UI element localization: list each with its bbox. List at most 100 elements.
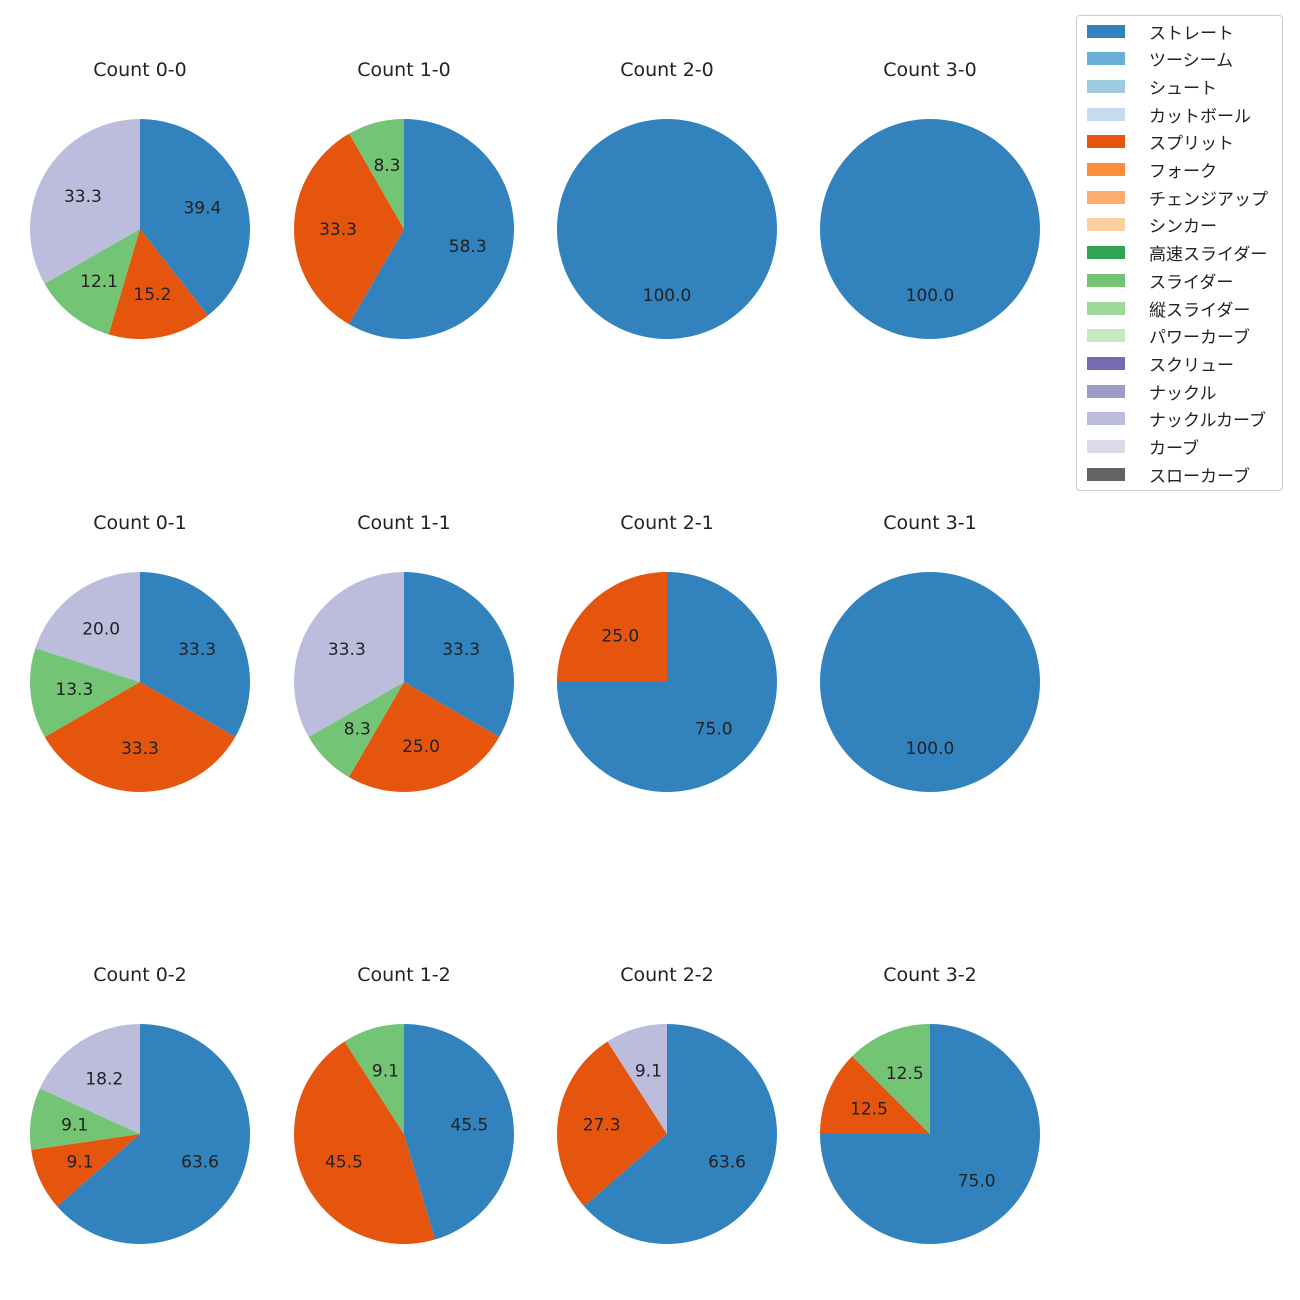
pie-panel: Count 3-0 100.0 — [820, 59, 1040, 339]
slice-label: 100.0 — [906, 739, 955, 759]
pie-slice — [294, 1041, 435, 1244]
legend-swatch — [1087, 163, 1125, 176]
legend-swatch — [1087, 356, 1125, 370]
slice-label: 12.5 — [850, 1100, 888, 1120]
legend-label: 縦スライダー — [1149, 300, 1251, 321]
slice-label: 25.0 — [601, 626, 639, 646]
legend-label: カーブ — [1149, 439, 1199, 459]
pie-panel: Count 3-1 100.0 — [820, 512, 1040, 792]
pie-slice — [108, 229, 208, 340]
slice-label: 63.6 — [708, 1152, 746, 1172]
legend-item: ナックル — [1087, 381, 1217, 404]
slice-label: 33.3 — [64, 187, 102, 207]
legend-swatch — [1087, 440, 1125, 453]
legend-item: スプリット — [1087, 132, 1234, 155]
pie-title: Count 0-1 — [93, 512, 187, 534]
legend-item: スローカーブ — [1087, 464, 1250, 487]
legend-label: チェンジアップ — [1149, 189, 1268, 210]
pie-slice — [35, 572, 140, 682]
legend-item: ストレート — [1087, 21, 1234, 44]
pie-slice — [404, 572, 514, 737]
pie-slice — [29, 648, 140, 737]
pie-slice — [556, 1041, 667, 1207]
legend-item: シンカー — [1087, 215, 1217, 238]
legend-label: シンカー — [1149, 217, 1217, 238]
pie-slice — [557, 119, 777, 339]
slice-label: 20.0 — [82, 620, 120, 640]
slice-label: 9.1 — [635, 1062, 662, 1082]
pie-slice — [140, 119, 250, 316]
pie-slice — [293, 133, 404, 325]
legend-label: ストレート — [1149, 23, 1234, 44]
slice-label: 58.3 — [449, 237, 487, 257]
pie-title: Count 3-0 — [883, 59, 977, 81]
pie-panel: Count 0-0 39.4 15.2 12.1 33.3 — [30, 59, 250, 340]
slice-label: 15.2 — [133, 285, 171, 305]
legend-swatch — [1087, 218, 1125, 232]
pie-title: Count 1-2 — [357, 964, 451, 986]
slice-label: 9.1 — [66, 1153, 93, 1173]
legend-swatch — [1087, 273, 1125, 287]
legend-label: カットボール — [1149, 106, 1251, 127]
legend-item: パワーカーブ — [1087, 326, 1250, 348]
legend-item: カットボール — [1087, 104, 1251, 127]
pie-slice — [39, 1023, 140, 1134]
legend-swatch — [1087, 135, 1125, 149]
slice-label: 8.3 — [373, 156, 400, 176]
slice-label: 75.0 — [695, 720, 733, 740]
slice-label: 27.3 — [583, 1116, 621, 1136]
legend-swatch — [1087, 190, 1125, 204]
slice-label: 8.3 — [344, 720, 371, 740]
legend-item: 縦スライダー — [1087, 298, 1251, 321]
slice-label: 18.2 — [85, 1069, 123, 1089]
pie-title: Count 1-1 — [357, 512, 451, 534]
pie-slice — [557, 572, 667, 682]
slice-label: 75.0 — [958, 1172, 996, 1192]
pie-panel: Count 1-1 33.3 25.0 8.3 33.3 — [294, 512, 514, 792]
legend-swatch — [1087, 107, 1125, 121]
pie-slice — [140, 572, 250, 737]
slice-label: 45.5 — [325, 1152, 363, 1172]
pie-title: Count 0-0 — [93, 59, 187, 81]
pie-slice — [584, 1024, 777, 1245]
pie-slice — [294, 572, 404, 737]
legend-swatch — [1087, 412, 1125, 426]
pie-panel: Count 3-2 75.0 12.5 12.5 — [820, 964, 1040, 1244]
legend-label: スライダー — [1149, 272, 1234, 293]
pie-panel: Count 2-0 100.0 — [557, 59, 777, 339]
pie-slice — [820, 1056, 930, 1134]
pie-slice — [852, 1024, 930, 1134]
legend-swatch — [1087, 52, 1125, 66]
slice-label: 9.1 — [372, 1062, 399, 1082]
pie-panel: Count 1-2 45.5 45.5 9.1 — [294, 964, 514, 1244]
pie-slice — [308, 682, 404, 778]
legend-item: ナックルカーブ — [1087, 409, 1266, 431]
pie-slice — [57, 1024, 250, 1244]
pie-title: Count 0-2 — [93, 964, 187, 986]
pie-slice — [820, 572, 1040, 792]
legend: ストレート ツーシーム シュート カットボール スプリット フォーク チェンジアップ シンカー… — [1076, 15, 1283, 491]
pie-panel: Count 1-0 58.3 33.3 8.3 — [293, 59, 514, 340]
pie-slice — [349, 119, 404, 229]
legend-label: 高速スライダー — [1149, 245, 1268, 266]
pie-panel: Count 0-1 33.3 33.3 13.3 20.0 — [29, 512, 250, 792]
pie-slice — [44, 682, 236, 792]
pie-panel: Count 0-2 63.6 9.1 9.1 18.2 — [30, 964, 250, 1244]
legend-swatch — [1087, 246, 1125, 260]
slice-label: 9.1 — [61, 1116, 88, 1136]
legend-swatch — [1087, 301, 1125, 315]
legend-item: チェンジアップ — [1087, 187, 1268, 210]
slice-label: 33.3 — [328, 640, 366, 660]
legend-label: シュート — [1149, 78, 1217, 99]
legend-swatch — [1087, 467, 1125, 481]
pie-slice — [607, 1024, 667, 1134]
slice-label: 63.6 — [181, 1152, 219, 1172]
pie-title: Count 1-0 — [357, 59, 451, 81]
legend-label: ナックル — [1149, 383, 1217, 404]
legend-item: スクリュー — [1087, 353, 1234, 376]
slice-label: 13.3 — [55, 680, 93, 700]
legend-label: スプリット — [1149, 134, 1234, 155]
slice-label: 12.1 — [80, 272, 118, 292]
pie-title: Count 3-1 — [883, 512, 977, 534]
